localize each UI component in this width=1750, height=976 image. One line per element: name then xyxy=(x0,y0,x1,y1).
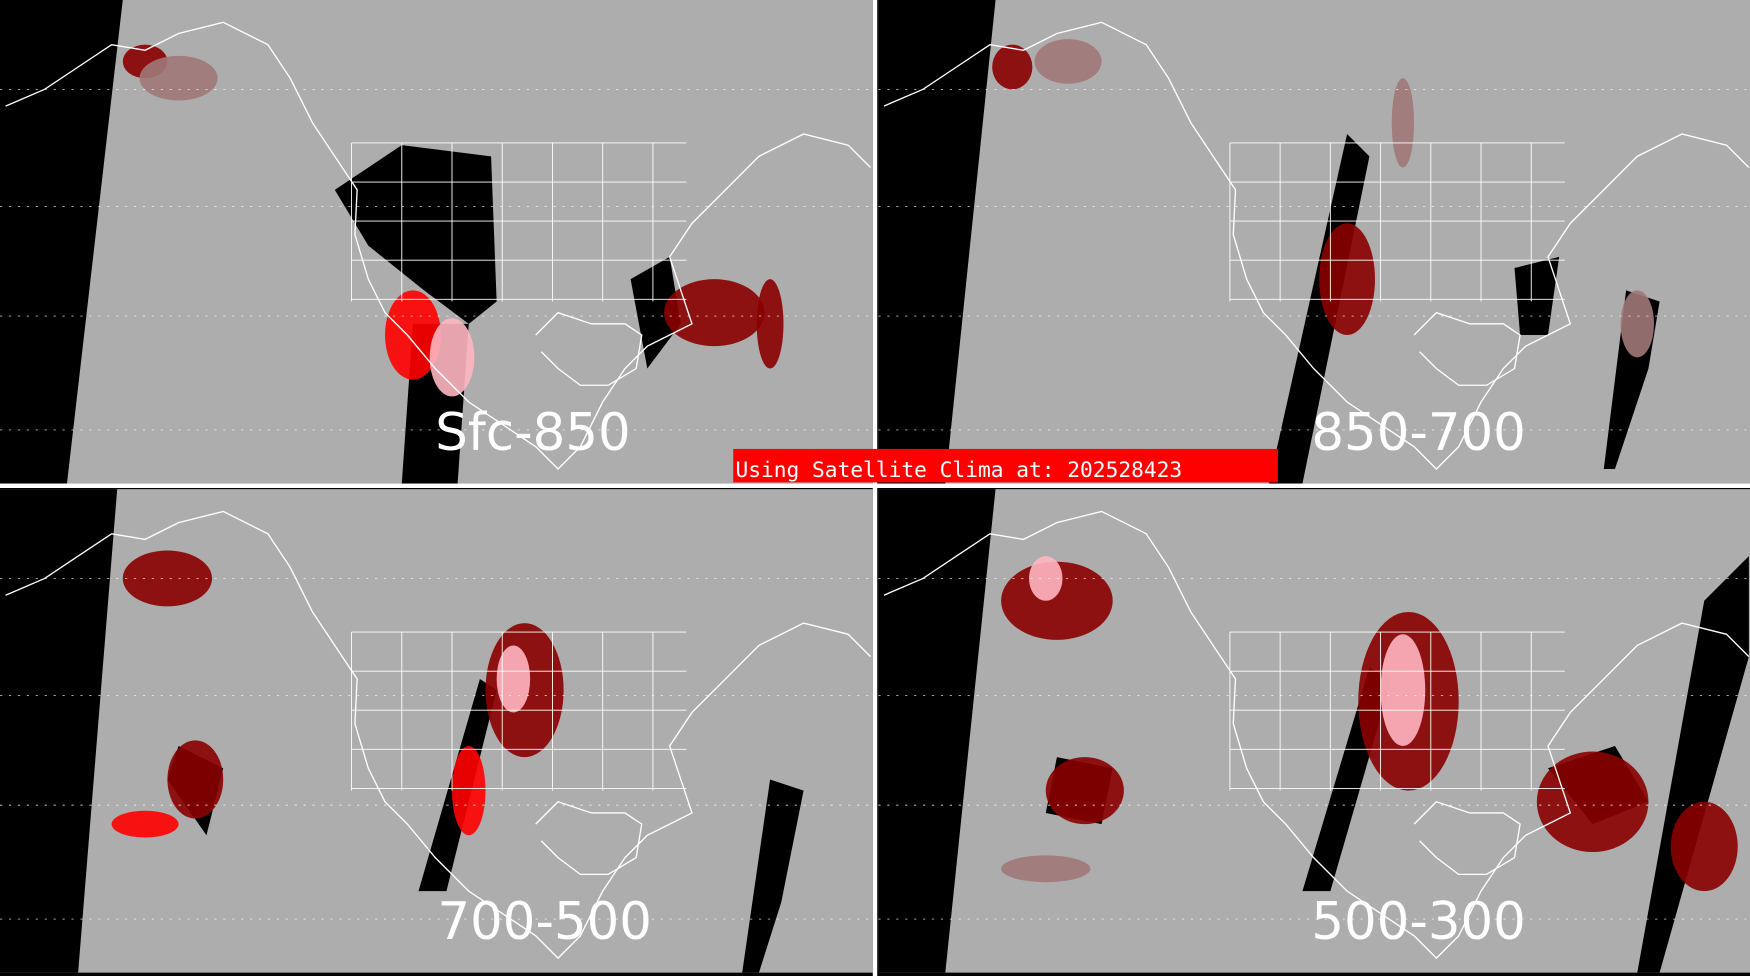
no-data-region xyxy=(742,779,804,973)
cloud-high-region xyxy=(385,290,441,380)
cloud-high-region xyxy=(111,810,179,838)
no-data-region xyxy=(334,145,497,324)
no-data-region xyxy=(1514,256,1560,336)
coastline xyxy=(5,510,872,960)
cloud-low-region xyxy=(1034,39,1102,84)
cloud-mid-region xyxy=(756,279,784,369)
cloud-highest-region xyxy=(496,645,531,713)
coastline xyxy=(5,21,872,470)
cloud-mid-region xyxy=(167,740,224,819)
cloud-mid-region xyxy=(1670,801,1738,892)
no-data-region xyxy=(1637,556,1749,973)
panel-label-700-500: 700-500 xyxy=(438,892,652,952)
banner-text: Using Satellite Clima at: 202528423 xyxy=(735,458,1182,483)
cloud-highest-region xyxy=(429,318,475,397)
cloud-mid-region xyxy=(1001,561,1113,640)
cloud-low-region xyxy=(1620,290,1655,358)
cloud-mid-region xyxy=(1045,757,1124,825)
panel-700-500 xyxy=(0,489,873,973)
panel-sfc-850 xyxy=(0,0,873,484)
panel-label-sfc-850: Sfc-850 xyxy=(435,403,630,463)
gulf-coastline xyxy=(535,311,643,386)
panel-label-850-700: 850-700 xyxy=(1311,403,1525,463)
panel-500-300 xyxy=(878,489,1750,973)
map-background xyxy=(0,489,873,973)
cloud-mid-region xyxy=(1319,223,1375,336)
panel-label-500-300: 500-300 xyxy=(1311,892,1525,952)
gulf-coastline xyxy=(1413,801,1521,876)
cloud-mid-region xyxy=(122,550,213,607)
gulf-coastline xyxy=(1413,311,1521,386)
cloud-highest-region xyxy=(1029,556,1063,601)
banner-background xyxy=(733,448,1278,483)
panel-850-700 xyxy=(878,0,1750,484)
no-data-limb xyxy=(878,0,996,484)
coastline xyxy=(883,21,1750,470)
no-data-limb xyxy=(0,489,118,973)
horizontal-divider xyxy=(0,483,1750,488)
cloud-mid-region xyxy=(992,44,1033,90)
gulf-coastline xyxy=(535,801,643,876)
cloud-mid-region xyxy=(1536,751,1649,853)
no-data-limb xyxy=(878,489,996,973)
cloud-high-region xyxy=(452,745,486,836)
cloud-low-region xyxy=(1391,78,1415,168)
cloud-highest-region xyxy=(1380,634,1426,746)
cloud-low-region xyxy=(1001,855,1091,883)
cloud-mid-region xyxy=(664,279,765,347)
coastline xyxy=(883,510,1750,960)
no-data-limb xyxy=(0,0,123,484)
cloud-low-region xyxy=(139,55,218,101)
